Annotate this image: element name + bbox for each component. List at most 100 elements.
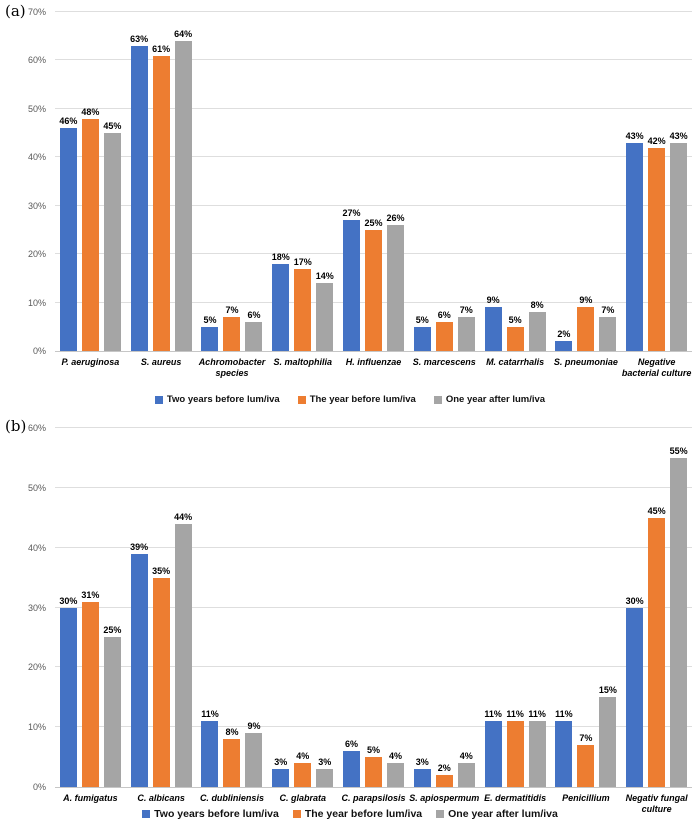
y-tick-label: 20% [27, 249, 46, 260]
bar [670, 142, 688, 351]
bar [343, 220, 361, 351]
x-category-label: S. maltophilia [273, 357, 332, 367]
bar-unit: 7% [457, 12, 475, 351]
bar [555, 341, 573, 351]
bar-group: 43% 42% 43% [621, 12, 692, 351]
legend-label: One year after lum/iva [448, 808, 558, 820]
bar-unit: 11% [484, 428, 502, 787]
bar-unit: 7% [577, 428, 595, 787]
bar-unit: 4% [387, 428, 405, 787]
bar-value-label: 27% [342, 208, 361, 219]
bar [365, 757, 383, 787]
bar [103, 133, 121, 351]
bar [599, 697, 617, 787]
bar-unit: 7% [599, 12, 617, 351]
bar-value-label: 11% [201, 709, 219, 720]
x-category-label: Negativ fungal culture [625, 793, 688, 815]
bar-unit: 26% [387, 12, 405, 351]
bar-value-label: 55% [669, 445, 688, 456]
y-tick-label: 0% [32, 782, 46, 792]
legend-swatch [154, 395, 163, 404]
bar [316, 769, 334, 787]
bar-value-label: 63% [130, 33, 149, 44]
bar [670, 457, 688, 787]
bar-unit: 8% [528, 12, 546, 351]
legend-label: Two years before lum/iva [154, 808, 279, 820]
y-tick-label: 70% [27, 7, 46, 17]
bar-value-label: 45% [103, 121, 122, 132]
bar-group: 11% 8% 9% [197, 428, 268, 787]
bar-unit: 25% [103, 428, 122, 787]
x-category-label: S. marcescens [412, 357, 476, 367]
legend-swatch [142, 810, 151, 818]
bar [506, 326, 524, 351]
bar-unit: 27% [342, 12, 361, 351]
bar [223, 317, 241, 351]
bar-value-label: 25% [103, 625, 122, 636]
bar-unit: 6% [245, 12, 263, 351]
bar [435, 321, 453, 351]
y-tick-label: 50% [27, 482, 46, 493]
bar-value-label: 7% [601, 305, 615, 316]
bar-group: 11% 7% 15% [550, 428, 621, 787]
legend-item: Two years before lum/iva [142, 808, 279, 820]
bar-unit: 43% [625, 12, 644, 351]
gridline [55, 107, 692, 109]
bar-unit: 6% [435, 12, 453, 351]
bar [201, 721, 219, 787]
legend-item: Two years before lum/iva [154, 394, 280, 405]
bar-unit: 39% [130, 428, 148, 787]
bar-value-label: 31% [81, 589, 100, 600]
bar [387, 763, 405, 787]
x-category-label: S. aureus [140, 357, 182, 367]
bar-group: 46% 48% 45% [55, 12, 126, 351]
bar-group: 3% 2% 4% [409, 428, 480, 787]
bar-unit: 4% [457, 428, 475, 787]
bar-unit: 5% [201, 12, 219, 351]
x-category-label: C. glabrata [279, 793, 326, 803]
bar-value-label: 11% [528, 709, 546, 720]
gridline [55, 204, 692, 206]
bar-unit: 3% [316, 428, 334, 787]
bar [103, 637, 121, 787]
bar-unit: 3% [413, 428, 431, 787]
bar [223, 739, 241, 787]
legend-item: One year after lum/iva [433, 394, 545, 405]
bar-value-label: 44% [174, 511, 193, 522]
bar-value-label: 43% [669, 130, 688, 141]
bar [152, 577, 170, 787]
bar-value-label: 2% [557, 329, 571, 340]
panel-b-tag: (b) [5, 417, 27, 435]
bar [81, 118, 99, 351]
bar [201, 326, 219, 351]
bar-value-label: 8% [225, 727, 239, 738]
bar-group: 3% 4% 3% [267, 428, 338, 787]
bar-group: 5% 6% 7% [409, 12, 480, 351]
bar-group: 9% 5% 8% [480, 12, 551, 351]
bar-unit: 4% [294, 428, 312, 787]
x-category-label: Achromobacter species [198, 357, 266, 379]
bar [626, 607, 644, 787]
bar-unit: 3% [272, 428, 290, 787]
plot-area-b: 30% 31% 25% 39% 35% 44% 11% 8% 9% 3% 4% 3% 6% 5% 4% 3% 2… [28, 423, 692, 792]
bar [174, 523, 192, 787]
bar-value-label: 6% [247, 309, 261, 320]
y-tick-label: 10% [27, 722, 46, 733]
y-tick-label: 60% [27, 423, 46, 433]
bar-value-label: 2% [437, 763, 451, 774]
bar-unit: 14% [315, 12, 334, 351]
gridline [55, 666, 692, 668]
legend-item: The year before lum/iva [292, 808, 422, 820]
bar [484, 307, 502, 351]
legend-label: The year before lum/iva [309, 394, 416, 405]
legend-item: One year after lum/iva [436, 808, 558, 820]
bar [599, 317, 617, 351]
bar-value-label: 14% [315, 271, 334, 282]
bar [272, 263, 290, 351]
bar [59, 128, 77, 351]
bar-unit: 25% [365, 12, 383, 351]
bar [130, 45, 148, 351]
bar-value-label: 43% [625, 130, 644, 141]
x-category-label: C. parapsilosis [341, 793, 406, 803]
bar [59, 607, 77, 787]
